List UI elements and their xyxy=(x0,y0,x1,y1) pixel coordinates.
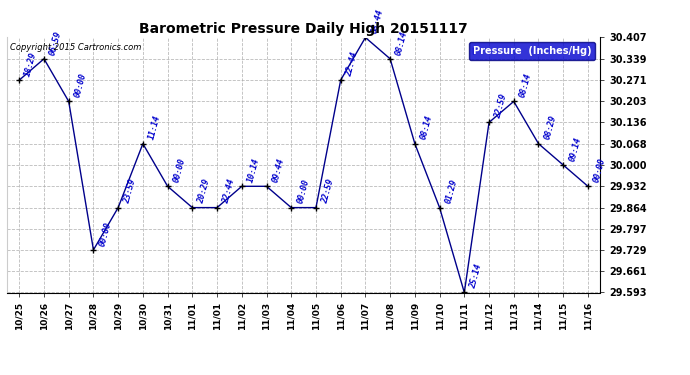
Text: 09:44: 09:44 xyxy=(270,157,286,183)
Text: 11:14: 11:14 xyxy=(147,114,162,141)
Text: 06:59: 06:59 xyxy=(48,30,63,56)
Text: 08:14: 08:14 xyxy=(394,30,409,56)
Text: 08:44: 08:44 xyxy=(370,8,385,35)
Text: 00:00: 00:00 xyxy=(172,157,187,183)
Text: 01:29: 01:29 xyxy=(444,178,459,205)
Text: 00:00: 00:00 xyxy=(295,178,310,205)
Text: 08:14: 08:14 xyxy=(518,72,533,99)
Text: 22:59: 22:59 xyxy=(320,178,335,205)
Text: 25:14: 25:14 xyxy=(469,263,484,290)
Legend: Pressure  (Inches/Hg): Pressure (Inches/Hg) xyxy=(469,42,595,60)
Text: 08:14: 08:14 xyxy=(419,114,434,141)
Text: 22:44: 22:44 xyxy=(345,51,360,77)
Text: 00:00: 00:00 xyxy=(73,72,88,99)
Text: 22:44: 22:44 xyxy=(221,178,237,205)
Text: 22:59: 22:59 xyxy=(493,93,509,120)
Text: Copyright 2015 Cartronics.com: Copyright 2015 Cartronics.com xyxy=(10,43,141,52)
Title: Barometric Pressure Daily High 20151117: Barometric Pressure Daily High 20151117 xyxy=(139,22,468,36)
Text: 08:29: 08:29 xyxy=(542,114,558,141)
Text: 09:14: 09:14 xyxy=(567,136,582,162)
Text: 10:14: 10:14 xyxy=(246,157,261,183)
Text: 23:59: 23:59 xyxy=(122,178,137,205)
Text: 18:29: 18:29 xyxy=(23,51,39,77)
Text: 00:00: 00:00 xyxy=(97,220,112,247)
Text: 00:00: 00:00 xyxy=(592,157,607,183)
Text: 20:29: 20:29 xyxy=(197,178,212,205)
